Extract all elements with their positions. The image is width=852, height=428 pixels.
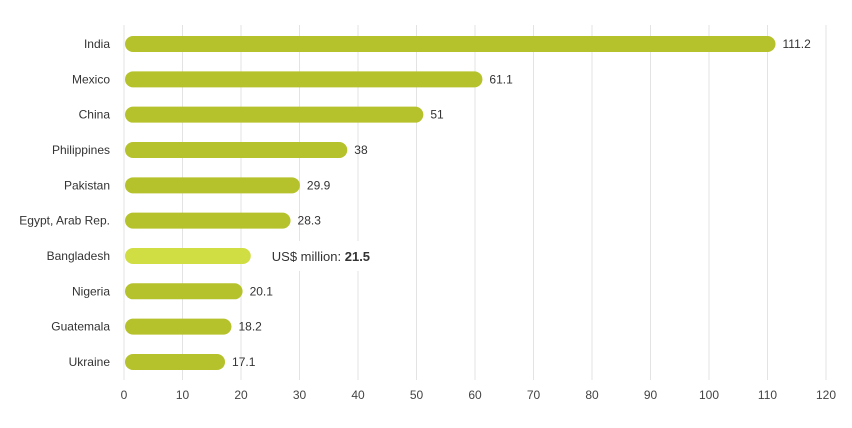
- data-label: 17.1: [232, 355, 256, 369]
- x-tick-label: 10: [176, 388, 190, 402]
- tooltip-value: 21.5: [345, 249, 370, 264]
- data-label: 111.2: [783, 37, 812, 51]
- data-label: 28.3: [298, 214, 322, 228]
- tooltip-box: [261, 240, 370, 271]
- x-tick-label: 100: [699, 388, 719, 402]
- x-tick-label: 120: [816, 388, 836, 402]
- x-tick-label: 0: [121, 388, 128, 402]
- bar[interactable]: [125, 353, 226, 370]
- category-label: Ukraine: [69, 355, 111, 369]
- bar[interactable]: [125, 283, 243, 300]
- data-label: 20.1: [250, 284, 274, 298]
- bar[interactable]: [125, 141, 348, 158]
- tooltip: US$ million: 21.5: [272, 249, 370, 264]
- bar[interactable]: [125, 36, 776, 52]
- data-label: 51: [430, 108, 444, 122]
- x-tick-label: 110: [758, 388, 777, 402]
- bar[interactable]: [125, 212, 291, 229]
- data-label: 61.1: [489, 72, 513, 86]
- bar[interactable]: [125, 106, 424, 123]
- category-label: Nigeria: [72, 284, 110, 298]
- bar[interactable]: [125, 177, 300, 194]
- x-tick-label: 60: [468, 388, 482, 402]
- bar[interactable]: [125, 247, 251, 264]
- x-tick-label: 40: [351, 388, 365, 402]
- x-tick-label: 70: [527, 388, 541, 402]
- x-tick-label: 90: [644, 388, 658, 402]
- tooltip-label: US$ million:: [272, 249, 345, 264]
- category-label: Pakistan: [64, 178, 110, 192]
- data-label: 38: [354, 143, 368, 157]
- bar[interactable]: [125, 318, 232, 335]
- category-label: Bangladesh: [47, 249, 110, 263]
- data-label: 18.2: [238, 320, 262, 334]
- category-label: Egypt, Arab Rep.: [19, 214, 110, 228]
- bar[interactable]: [125, 71, 483, 88]
- category-label: Philippines: [52, 143, 110, 157]
- category-label: Mexico: [72, 72, 110, 86]
- data-label: 29.9: [307, 178, 331, 192]
- x-tick-label: 30: [293, 388, 307, 402]
- x-tick-label: 20: [234, 388, 248, 402]
- x-tick-label: 50: [410, 388, 424, 402]
- category-label: India: [84, 37, 110, 51]
- category-label: Guatemala: [51, 320, 110, 334]
- x-tick-label: 80: [585, 388, 599, 402]
- category-label: China: [79, 108, 111, 122]
